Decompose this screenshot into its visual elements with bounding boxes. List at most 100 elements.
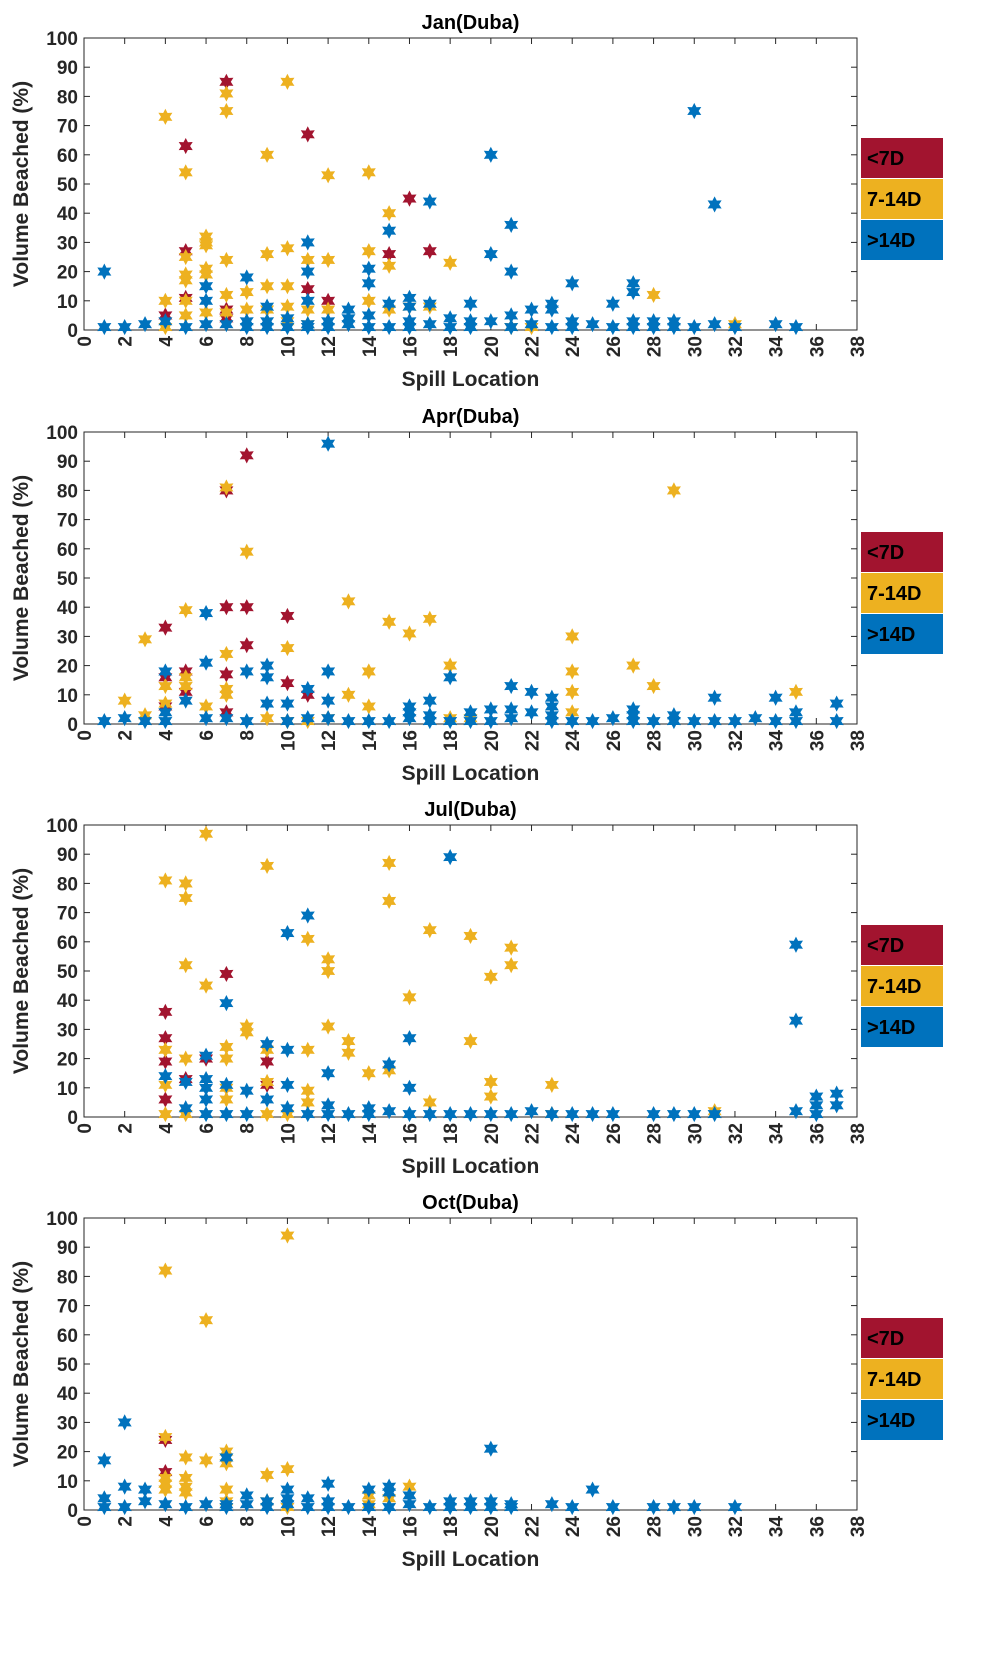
x-tick-label: 18	[441, 1516, 462, 1537]
x-tick-label: 0	[75, 336, 96, 347]
data-point	[158, 1428, 173, 1446]
data-point	[260, 857, 275, 874]
data-point	[788, 1103, 803, 1120]
data-point	[463, 1498, 478, 1516]
data-point	[97, 1498, 112, 1516]
data-point	[280, 1041, 295, 1058]
data-point	[117, 710, 132, 727]
data-point	[321, 1475, 336, 1492]
x-tick-label: 12	[319, 730, 340, 751]
y-axis-title: Volume Beached (%)	[10, 475, 33, 681]
legend-label: >14D	[867, 624, 915, 646]
data-point	[565, 712, 580, 730]
data-point	[707, 689, 722, 706]
data-point	[158, 872, 173, 889]
data-point	[117, 1414, 132, 1431]
data-point	[260, 146, 275, 163]
data-point	[809, 1105, 824, 1123]
data-point	[158, 712, 173, 730]
data-point	[260, 318, 275, 336]
data-point	[158, 663, 173, 680]
x-tick-label: 8	[238, 730, 259, 741]
x-tick-label: 30	[685, 1123, 706, 1144]
data-point	[768, 712, 783, 730]
x-tick-label: 0	[75, 730, 96, 741]
x-axis-title: Spill Location	[402, 1155, 540, 1178]
data-point	[199, 1047, 214, 1064]
axes-frame	[83, 1217, 858, 1511]
data-point	[138, 712, 153, 730]
data-point	[239, 283, 254, 301]
y-tick-label: 0	[67, 1108, 78, 1129]
x-tick-label: 28	[645, 730, 666, 751]
x-tick-label: 28	[645, 1123, 666, 1144]
data-point	[178, 602, 193, 619]
legend-label: >14D	[867, 230, 915, 252]
legend-label: >14D	[867, 1410, 915, 1432]
legend-swatch	[861, 966, 943, 1006]
data-point	[321, 167, 336, 184]
data-point	[504, 939, 519, 956]
data-point	[402, 1079, 417, 1096]
y-tick-label: 40	[57, 598, 78, 619]
data-point	[260, 710, 275, 727]
data-point	[646, 286, 661, 304]
data-point	[422, 610, 437, 627]
x-tick-label: 38	[848, 336, 869, 357]
data-point	[280, 1227, 295, 1244]
data-point	[97, 712, 112, 730]
legend-label: >14D	[867, 1017, 915, 1039]
data-point	[260, 245, 275, 263]
data-point	[239, 1496, 254, 1513]
y-tick-label: 50	[57, 962, 78, 983]
x-tick-label: 16	[400, 1516, 421, 1537]
x-tick-label: 38	[848, 1123, 869, 1144]
y-tick-label: 100	[46, 423, 78, 444]
data-point	[727, 1498, 742, 1516]
y-tick-label: 10	[57, 1079, 78, 1100]
data-point	[280, 695, 295, 712]
data-point	[666, 712, 681, 730]
data-point	[626, 657, 641, 674]
data-point	[382, 295, 397, 312]
x-tick-label: 26	[604, 1123, 625, 1144]
x-tick-label: 24	[563, 730, 584, 752]
data-point	[178, 318, 193, 336]
data-point	[626, 318, 641, 336]
data-point	[97, 263, 112, 280]
data-point	[300, 930, 315, 947]
data-point	[178, 1449, 193, 1466]
y-tick-label: 80	[57, 1267, 78, 1288]
data-point	[544, 712, 559, 730]
data-point	[300, 680, 315, 698]
data-point	[321, 1065, 336, 1082]
data-point	[768, 689, 783, 706]
x-tick-label: 26	[604, 336, 625, 357]
data-point	[402, 1030, 417, 1047]
data-point	[605, 1105, 620, 1123]
data-point	[422, 712, 437, 730]
data-point	[300, 234, 315, 251]
data-point	[666, 482, 681, 499]
data-point	[199, 977, 214, 994]
y-tick-label: 40	[57, 204, 78, 225]
data-point	[260, 278, 275, 295]
data-point	[524, 704, 539, 721]
data-point	[199, 1452, 214, 1469]
data-point	[626, 712, 641, 730]
data-point	[239, 599, 254, 616]
data-point	[443, 712, 458, 730]
data-point	[382, 892, 397, 910]
data-point	[321, 318, 336, 336]
x-tick-label: 4	[156, 336, 177, 347]
data-point	[138, 316, 153, 333]
x-tick-label: 36	[807, 336, 828, 357]
x-tick-label: 32	[726, 336, 747, 357]
y-tick-label: 60	[57, 933, 78, 954]
data-point	[158, 1262, 173, 1279]
data-point	[341, 686, 356, 703]
x-tick-label: 10	[278, 336, 299, 357]
data-point	[382, 613, 397, 630]
data-point	[443, 849, 458, 866]
data-point	[788, 1012, 803, 1029]
